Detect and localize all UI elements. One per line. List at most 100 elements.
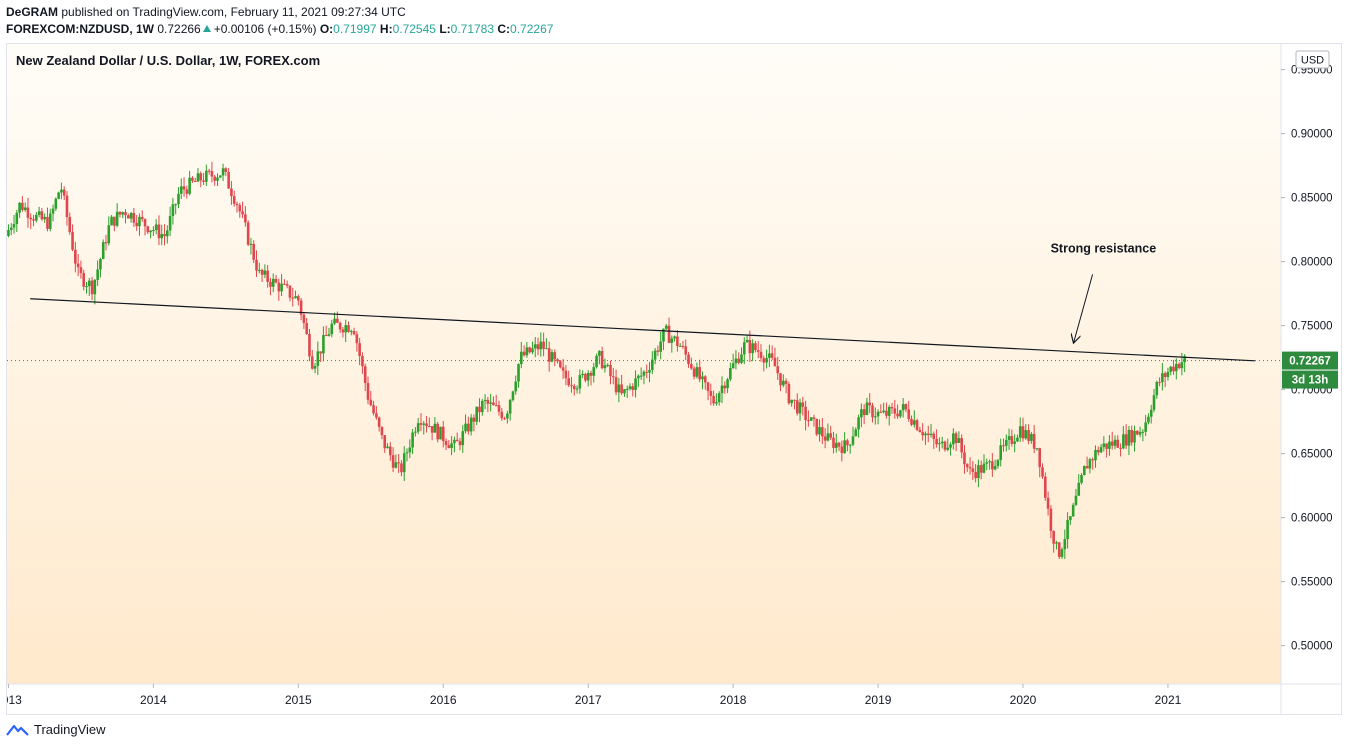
bearish-candle: [372, 400, 375, 416]
candle-body: [322, 335, 325, 354]
candle-body: [999, 445, 1003, 461]
candle-body: [1110, 441, 1114, 446]
bullish-candle: [865, 397, 869, 416]
bearish-candle: [921, 423, 924, 441]
bearish-candle: [1172, 359, 1175, 375]
bearish-candle: [299, 298, 303, 321]
candle-body: [48, 213, 52, 229]
bearish-candle: [706, 381, 710, 401]
bullish-candle: [809, 417, 813, 422]
bearish-candle: [1119, 443, 1122, 457]
bullish-candle: [439, 426, 442, 440]
bearish-candle: [759, 344, 763, 362]
candle-body: [1069, 516, 1072, 520]
candle-body: [255, 259, 258, 271]
candle-body: [614, 377, 618, 393]
bullish-candle: [1169, 365, 1173, 376]
bullish-candle: [662, 328, 665, 351]
bullish-candle: [48, 208, 52, 232]
bearish-candle: [528, 346, 531, 354]
candle-body: [179, 186, 183, 194]
countdown-tag[interactable]: [1282, 370, 1338, 389]
candle-body: [628, 386, 632, 389]
candle-body: [748, 339, 752, 354]
candle-body: [310, 356, 314, 369]
bullish-candle: [1083, 465, 1086, 476]
footer-brand[interactable]: TradingView: [6, 722, 106, 737]
bearish-candle: [266, 264, 269, 288]
close-value: 0.72267: [510, 22, 554, 36]
candle-body: [389, 446, 392, 456]
current-price-tag[interactable]: [1282, 351, 1338, 370]
resistance-trendline[interactable]: [30, 298, 1255, 362]
bearish-candle: [260, 268, 264, 282]
candle-body: [85, 286, 88, 288]
candle-body: [606, 364, 610, 366]
candle-body: [885, 410, 888, 416]
bullish-candle: [603, 358, 607, 373]
bullish-candle: [1077, 474, 1081, 496]
candle-body: [871, 405, 874, 418]
candle-body: [1094, 449, 1097, 461]
price-axis[interactable]: 0.950000.900000.850000.800000.750000.700…: [1281, 65, 1333, 653]
candle-body: [921, 431, 924, 436]
candle-body: [926, 433, 930, 435]
candle-body: [224, 168, 228, 173]
bearish-candle: [687, 352, 690, 368]
bullish-candle: [924, 431, 927, 445]
bullish-candle: [18, 202, 21, 218]
bullish-candle: [218, 175, 222, 179]
bullish-candle: [913, 410, 916, 428]
candle-body: [924, 433, 927, 436]
candle-body: [87, 280, 91, 287]
bearish-candle: [389, 442, 392, 461]
bullish-candle: [938, 437, 941, 452]
bullish-candle: [1108, 435, 1111, 456]
bullish-candle: [469, 414, 473, 436]
bullish-candle: [1069, 515, 1072, 525]
currency-badge[interactable]: [1295, 50, 1330, 69]
bearish-candle: [74, 241, 77, 273]
annotation-text[interactable]: Strong resistance: [1051, 241, 1157, 255]
bearish-candle: [444, 438, 448, 451]
candle-body: [166, 230, 169, 237]
bearish-candle: [893, 399, 897, 419]
candle-body: [670, 338, 674, 343]
bullish-candle: [717, 391, 721, 406]
candle-body: [369, 399, 373, 406]
bearish-candle: [737, 352, 741, 365]
candle-body: [1175, 363, 1178, 372]
open-value: 0.71997: [333, 22, 377, 36]
bearish-candle: [1027, 424, 1030, 445]
time-axis[interactable]: 2013 2014 2015 2016 2017 2018 2019 2020 2021: [0, 684, 1182, 707]
bearish-candle: [252, 240, 256, 264]
bullish-candle: [294, 290, 297, 299]
candle-body: [213, 176, 217, 181]
brand-label: TradingView: [34, 722, 106, 737]
bullish-candle: [160, 224, 164, 246]
annotation-arrow[interactable]: [1074, 274, 1094, 342]
bullish-candle: [1102, 436, 1106, 452]
bearish-candle: [801, 396, 805, 416]
bullish-candle: [949, 442, 952, 456]
bullish-candle: [249, 237, 253, 255]
price-chart[interactable]: Strong resistance New Zealand Dollar / U…: [0, 44, 1341, 714]
candle-body: [1038, 448, 1042, 468]
bullish-candle: [154, 219, 158, 235]
candle-body: [347, 325, 350, 332]
candle-body: [952, 433, 955, 445]
candle-body: [873, 416, 877, 418]
candle-body: [692, 368, 696, 377]
bearish-candle: [366, 376, 370, 405]
chart-area[interactable]: Strong resistance New Zealand Dollar / U…: [0, 43, 1342, 715]
bullish-candle: [12, 215, 16, 234]
published-text: published on TradingView.com, February 1…: [61, 5, 406, 19]
bullish-candle: [168, 206, 172, 236]
bearish-candle: [193, 177, 197, 182]
bearish-candle: [347, 321, 350, 333]
bullish-candle: [188, 171, 191, 196]
candle-body: [26, 207, 30, 218]
bullish-candle: [416, 417, 420, 435]
candle-body: [965, 464, 969, 468]
publisher-name[interactable]: DeGRAM: [6, 5, 59, 19]
